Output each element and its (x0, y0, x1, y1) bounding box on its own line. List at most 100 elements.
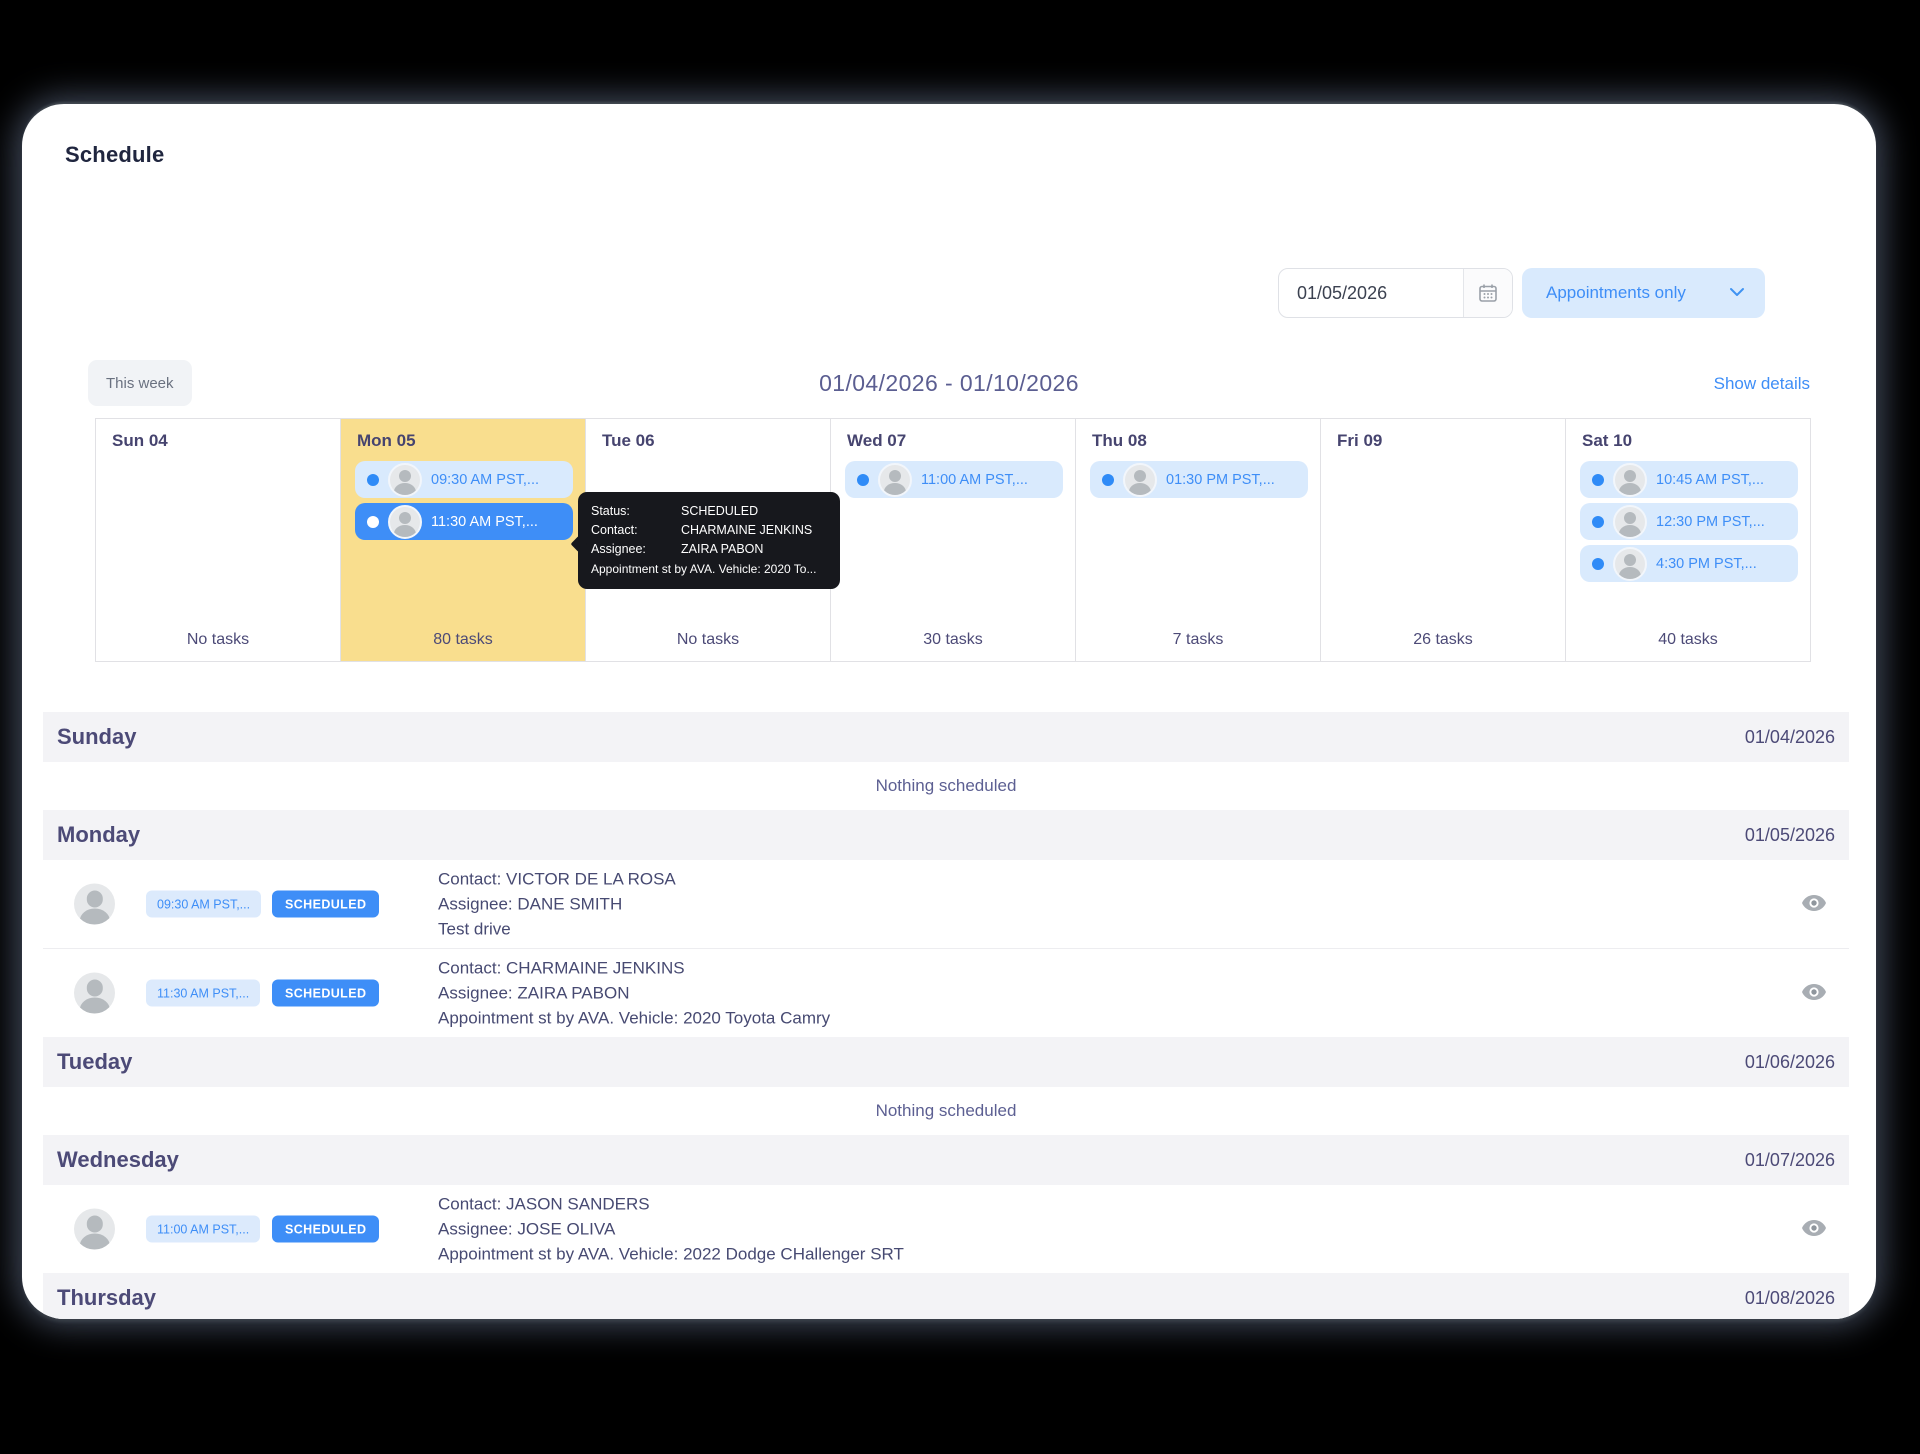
person-icon (86, 1215, 103, 1233)
task-count-label: 26 tasks (1413, 631, 1473, 648)
person-icon (86, 979, 103, 997)
day-column-label: Fri 09 (1337, 431, 1383, 450)
schedule-window: Schedule 01/05/2026 Appointments only Th… (22, 104, 1876, 1319)
person-icon (1618, 567, 1642, 579)
day-column-label: Tue 06 (602, 431, 655, 450)
agenda-day-name: Thursday (57, 1285, 157, 1310)
appointment-chip[interactable]: 12:30 PM PST,... (1580, 503, 1798, 540)
appointment-time-tag: 09:30 AM PST,... (146, 890, 262, 918)
appointment-chip[interactable]: 4:30 PM PST,... (1580, 545, 1798, 582)
page-title: Schedule (65, 142, 165, 167)
appointment-detail-line: Contact: VICTOR DE LA ROSA (438, 869, 676, 889)
agenda-day-date: 01/05/2026 (1744, 824, 1835, 845)
filter-dropdown-value: Appointments only (1546, 283, 1686, 302)
eye-icon[interactable] (1801, 894, 1827, 914)
date-input-value[interactable]: 01/05/2026 (1297, 282, 1388, 303)
agenda-day-name: Wednesday (57, 1147, 179, 1172)
agenda-day-header: Sunday 01/04/2026 (43, 712, 1849, 762)
task-count-label: No tasks (186, 631, 250, 648)
appointment-time: 10:45 AM PST,... (1656, 471, 1764, 488)
agenda-appointment-row[interactable]: 09:30 AM PST,... SCHEDULED Contact: VICTOR… (43, 860, 1849, 948)
agenda-day-header: Tueday 01/06/2026 (43, 1037, 1849, 1087)
tooltip-row: Contact: CHARMAINE JENKINS (591, 521, 828, 540)
appointment-details: Contact: JASON SANDERS Assignee: JOSE OLI… (438, 1192, 904, 1267)
person-icon (1624, 553, 1636, 566)
appointment-time: 11:00 AM PST,... (921, 471, 1028, 488)
day-column[interactable]: Mon 05 09:30 AM PST,... 11:30 AM PST,... 80… (341, 419, 586, 661)
appointment-chip[interactable]: 11:00 AM PST,... (845, 461, 1063, 498)
appointment-tooltip: Status: SCHEDULED Contact: CHARMAINE JENKIN… (578, 492, 840, 589)
day-events: 11:00 AM PST,... (845, 461, 1063, 498)
appointment-chip[interactable]: 11:30 AM PST,... (355, 503, 573, 540)
appointment-detail-line: Test drive (438, 919, 511, 939)
week-range-label: 01/04/2026 - 01/10/2026 (819, 370, 1079, 396)
day-column[interactable]: Thu 08 01:30 PM PST,... 7 tasks (1076, 419, 1321, 661)
person-icon (79, 908, 110, 925)
tooltip-row: Assignee: ZAIRA PABON (591, 540, 828, 559)
day-column[interactable]: Sun 04 No tasks (96, 419, 341, 661)
appointment-detail-line: Assignee: JOSE OLIVA (438, 1219, 616, 1239)
tooltip-label: Status: (591, 504, 630, 518)
avatar (878, 462, 912, 497)
day-column[interactable]: Fri 09 26 tasks (1321, 419, 1566, 661)
tooltip-value: SCHEDULED (681, 504, 759, 518)
task-count-label: 30 tasks (923, 631, 983, 648)
appointment-detail-line: Contact: CHARMAINE JENKINS (438, 958, 685, 978)
day-column[interactable]: Sat 10 10:45 AM PST,... 12:30 PM PST,... 4:… (1566, 419, 1810, 661)
appointment-time-tag: 11:00 AM PST,... (146, 1215, 261, 1243)
eye-icon[interactable] (1801, 983, 1827, 1003)
person-icon (79, 997, 110, 1014)
avatar (1613, 462, 1647, 497)
task-count-label: 40 tasks (1658, 631, 1718, 648)
tooltip-row: Status: SCHEDULED (591, 502, 828, 521)
this-week-button[interactable]: This week (88, 360, 192, 406)
filter-dropdown[interactable]: Appointments only (1522, 268, 1765, 318)
appointment-chip[interactable]: 10:45 AM PST,... (1580, 461, 1798, 498)
chevron-down-icon (1729, 284, 1745, 302)
tooltip-label: Assignee: (591, 542, 646, 556)
person-icon (86, 890, 103, 908)
appointment-chip[interactable]: 01:30 PM PST,... (1090, 461, 1308, 498)
status-badge: SCHEDULED (272, 890, 380, 918)
status-dot-icon (1592, 473, 1604, 486)
show-details-link[interactable]: Show details (1713, 374, 1810, 393)
appointment-chip[interactable]: 09:30 AM PST,... (355, 461, 573, 498)
calendar-icon[interactable] (1463, 269, 1512, 317)
status-dot-icon (367, 515, 379, 528)
person-icon (399, 511, 411, 524)
person-icon (79, 1233, 110, 1250)
day-events: 09:30 AM PST,... 11:30 AM PST,... (355, 461, 573, 540)
status-dot-icon (1592, 515, 1604, 528)
agenda-day-date: 01/07/2026 (1744, 1149, 1835, 1170)
avatar (74, 883, 115, 925)
appointment-detail-line: Appointment st by AVA. Vehicle: 2020 Toy… (438, 1008, 831, 1028)
date-input[interactable]: 01/05/2026 (1278, 268, 1513, 318)
agenda-list: Sunday 01/04/2026 Nothing scheduled Monday 0… (43, 712, 1849, 1319)
day-events: 10:45 AM PST,... 12:30 PM PST,... 4:30 PM … (1580, 461, 1798, 582)
appointment-time: 01:30 PM PST,... (1166, 471, 1275, 488)
agenda-day-date: 01/08/2026 (1744, 1287, 1835, 1308)
status-dot-icon (1102, 473, 1114, 486)
status-dot-icon (1592, 557, 1604, 570)
appointment-detail-line: Assignee: DANE SMITH (438, 894, 623, 914)
agenda-appointment-row[interactable]: 11:30 AM PST,... SCHEDULED Contact: CHARMA… (43, 948, 1849, 1037)
agenda-day-header: Wednesday 01/07/2026 (43, 1135, 1849, 1185)
agenda-appointment-row[interactable]: 11:00 AM PST,... SCHEDULED Contact: JASON … (43, 1185, 1849, 1273)
person-icon (1624, 469, 1636, 482)
agenda-day-date: 01/06/2026 (1744, 1051, 1835, 1072)
avatar (388, 504, 422, 539)
avatar (1613, 546, 1647, 581)
tooltip-note: Appointment st by AVA. Vehicle: 2020 To.… (591, 562, 817, 576)
task-count-label: 80 tasks (433, 631, 493, 648)
appointment-details: Contact: VICTOR DE LA ROSA Assignee: DANE… (438, 867, 676, 942)
status-dot-icon (367, 473, 379, 486)
day-column-label: Mon 05 (357, 431, 416, 450)
status-badge: SCHEDULED (272, 1215, 380, 1243)
agenda-empty-row: Nothing scheduled (43, 1087, 1849, 1135)
day-column[interactable]: Wed 07 11:00 AM PST,... 30 tasks (831, 419, 1076, 661)
person-icon (393, 483, 417, 495)
agenda-day-name: Monday (57, 822, 141, 847)
eye-icon[interactable] (1801, 1219, 1827, 1239)
appointment-details: Contact: CHARMAINE JENKINS Assignee: ZAIR… (438, 956, 830, 1031)
